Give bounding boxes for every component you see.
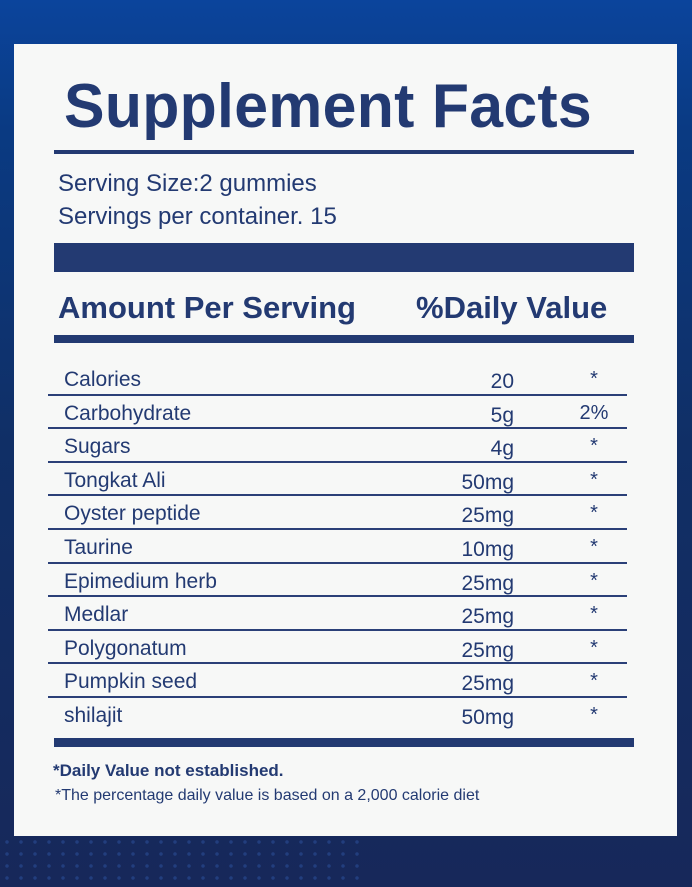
- table-row: Pumpkin seed 25mg *: [48, 664, 627, 698]
- table-row: Oyster peptide 25mg *: [48, 496, 627, 530]
- table-row: shilajit 50mg *: [48, 698, 627, 732]
- ingredient-daily-value: *: [590, 670, 598, 693]
- ingredient-name: Pumpkin seed: [64, 670, 198, 694]
- footnote-calorie-diet: *The percentage daily value is based on …: [55, 787, 480, 804]
- table-row: Epimedium herb 25mg *: [48, 564, 627, 598]
- amount-header: Amount Per Serving: [58, 290, 356, 325]
- header-divider: [54, 335, 634, 343]
- ingredient-amount: 50mg: [461, 470, 514, 494]
- ingredient-daily-value: *: [590, 502, 598, 525]
- ingredient-name: Medlar: [64, 603, 129, 627]
- ingredient-daily-value: *: [590, 368, 598, 390]
- ingredient-amount: 4g: [490, 437, 514, 461]
- ingredient-daily-value: *: [590, 536, 598, 558]
- ingredient-amount: 25mg: [461, 504, 514, 528]
- table-row: Polygonatum 25mg *: [48, 631, 627, 665]
- serving-size: Serving Size:2 gummies: [58, 170, 317, 197]
- ingredient-name: Calories: [64, 368, 142, 391]
- table-row: Sugars 4g *: [48, 429, 627, 463]
- background-pattern: [0, 836, 360, 887]
- page-title: Supplement Facts: [64, 72, 593, 141]
- table-row: Calories 20 *: [48, 362, 627, 396]
- ingredient-daily-value: *: [590, 435, 598, 458]
- table-row: Taurine 10mg *: [48, 530, 627, 564]
- footnote-daily-value: *Daily Value not established.: [53, 761, 284, 780]
- ingredient-daily-value: *: [590, 704, 598, 726]
- supplement-facts-panel: [14, 44, 677, 836]
- ingredient-amount: 25mg: [461, 605, 514, 629]
- ingredient-amount: 10mg: [461, 538, 514, 561]
- thick-divider: [54, 243, 634, 272]
- ingredient-amount: 25mg: [461, 638, 514, 662]
- servings-per-container: Servings per container. 15: [58, 203, 337, 230]
- ingredient-name: Tongkat Ali: [64, 468, 166, 492]
- ingredient-name: Carbohydrate: [64, 401, 192, 425]
- ingredient-daily-value: *: [590, 636, 598, 659]
- ingredient-name: Sugars: [64, 435, 131, 459]
- ingredient-daily-value: *: [590, 569, 598, 592]
- ingredient-amount: 5g: [490, 403, 514, 427]
- ingredient-name: Epimedium herb: [64, 569, 217, 593]
- ingredient-name: shilajit: [64, 704, 123, 727]
- bottom-divider: [54, 738, 634, 747]
- ingredient-amount: 25mg: [461, 672, 514, 696]
- ingredient-amount: 50mg: [461, 706, 514, 729]
- ingredient-amount: 20: [490, 370, 514, 393]
- ingredient-name: Oyster peptide: [64, 502, 201, 526]
- ingredient-daily-value: 2%: [579, 401, 609, 424]
- table-row: Medlar 25mg *: [48, 597, 627, 631]
- table-row: Carbohydrate 5g 2%: [48, 396, 627, 430]
- table-row: Tongkat Ali 50mg *: [48, 463, 627, 497]
- ingredient-name: Taurine: [64, 536, 133, 559]
- ingredient-name: Polygonatum: [64, 636, 187, 660]
- ingredient-amount: 25mg: [461, 571, 514, 595]
- ingredient-daily-value: *: [590, 603, 598, 626]
- title-divider: [54, 150, 634, 154]
- daily-value-header: %Daily Value: [416, 290, 608, 325]
- ingredient-daily-value: *: [590, 468, 598, 491]
